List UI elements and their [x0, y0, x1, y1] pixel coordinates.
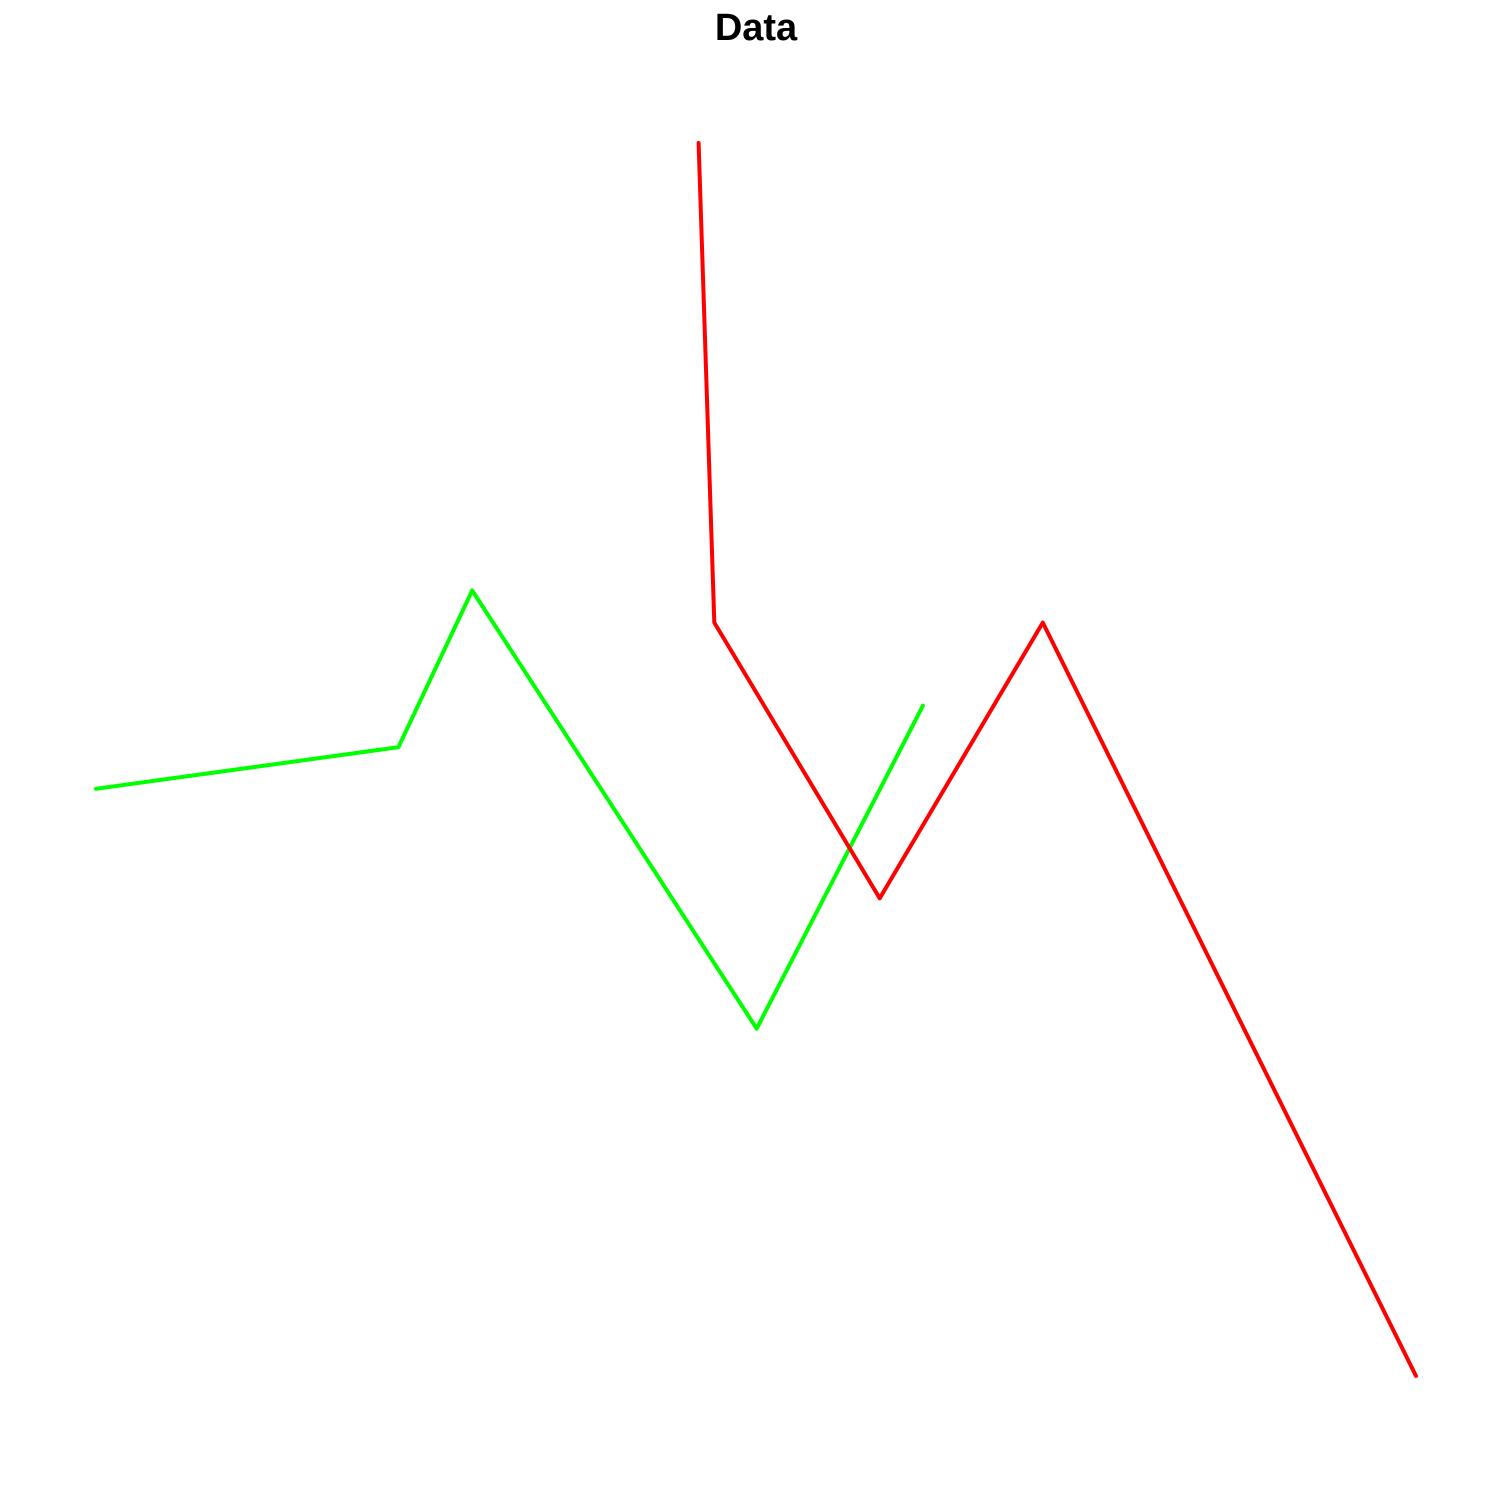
- series-line-2: [696, 141, 1418, 1378]
- series-line-1: [94, 588, 925, 1031]
- chart-title: Data: [714, 7, 798, 49]
